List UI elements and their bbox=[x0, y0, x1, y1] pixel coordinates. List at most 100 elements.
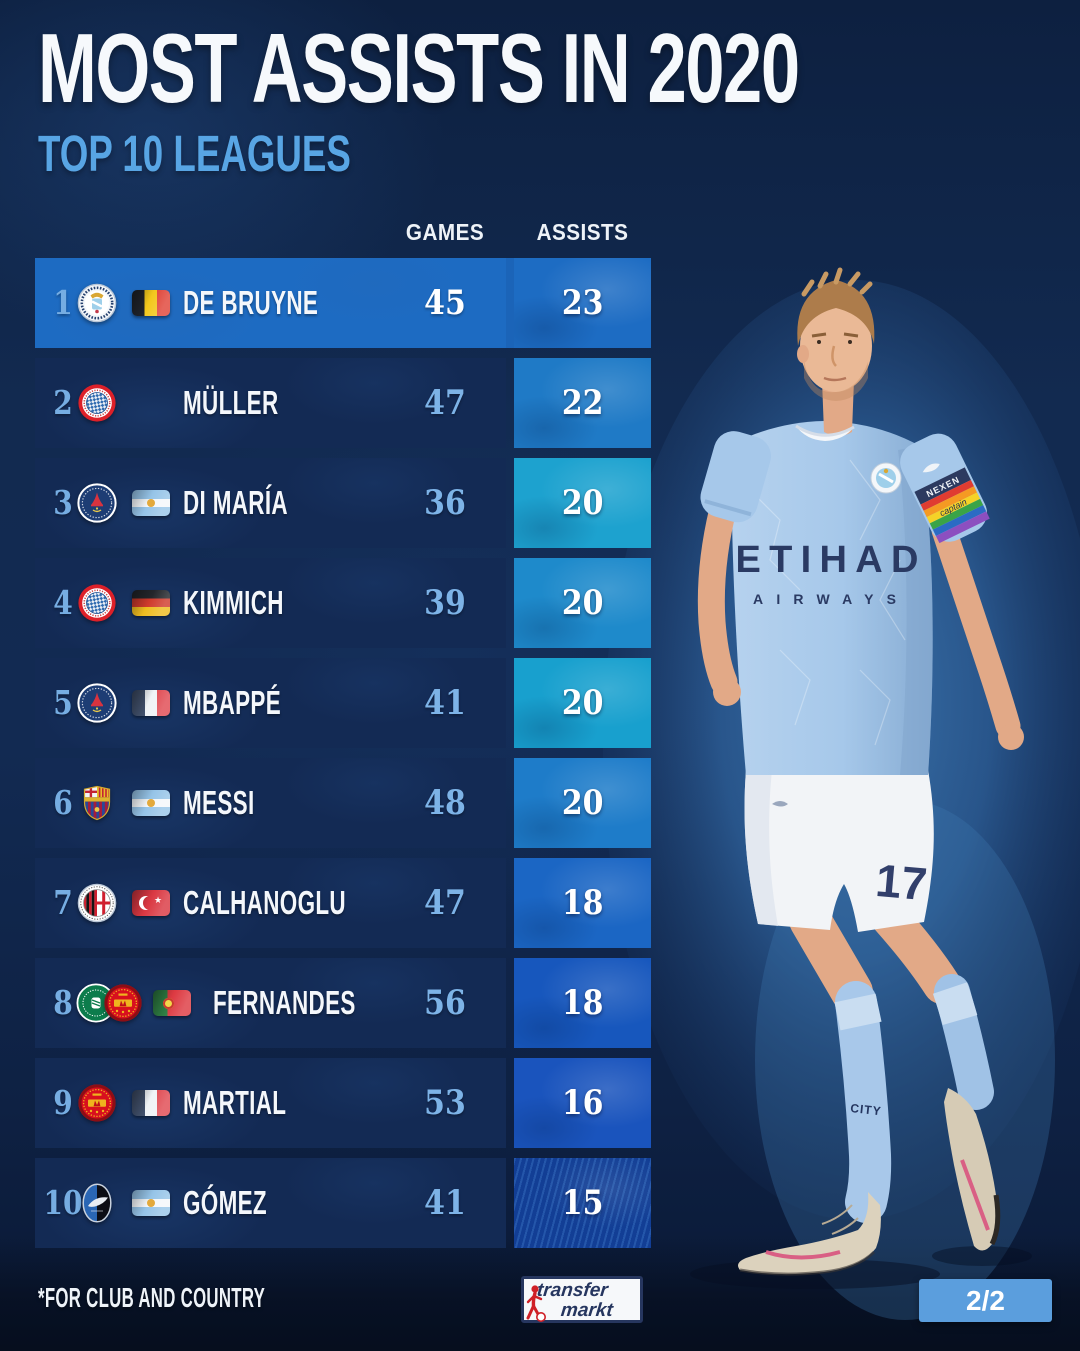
row-main-cell: 10 GÓMEZ 41 bbox=[35, 1158, 506, 1248]
player-name: CALHANOGLU bbox=[183, 884, 346, 921]
player-name: MARTIAL bbox=[183, 1084, 287, 1121]
player-name: MÜLLER bbox=[183, 384, 279, 421]
logo-text-markt: markt bbox=[559, 1300, 614, 1321]
row-main-cell: 5 MBAPPÉ 41 bbox=[35, 658, 506, 748]
assists-cell: 16 bbox=[514, 1058, 651, 1148]
badge-bayern-munich-icon bbox=[77, 583, 117, 623]
assists-value: 23 bbox=[561, 283, 604, 323]
assists-value: 18 bbox=[561, 883, 604, 923]
row-main-cell: 8 FERNANDES 56 bbox=[35, 958, 506, 1048]
flag-france-icon bbox=[132, 1090, 170, 1116]
mancity-chest-crest-icon bbox=[870, 462, 902, 494]
player-name: DI MARÍA bbox=[183, 484, 288, 521]
footnote: *FOR CLUB AND COUNTRY bbox=[38, 1282, 266, 1313]
player-name: DE BRUYNE bbox=[183, 284, 319, 321]
games-value: 41 bbox=[424, 683, 466, 723]
flag-argentina-icon bbox=[132, 1190, 170, 1216]
captain-armband: NEXEN captain bbox=[900, 433, 990, 544]
assists-cell: 20 bbox=[514, 658, 651, 748]
page-title: MOST ASSISTS IN 2020 bbox=[38, 13, 800, 123]
flag-argentina-icon bbox=[132, 490, 170, 516]
sock bbox=[835, 981, 892, 1223]
assists-cell: 18 bbox=[514, 958, 651, 1048]
badge-fc-barcelona-icon bbox=[77, 783, 117, 823]
player-photo-kevin-de-bruyne: CITY 17 ETIHAD AIRWAYS bbox=[600, 230, 1080, 1351]
table-row-mbappe: 5 MBAPPÉ 41 20 bbox=[35, 658, 651, 748]
rank-value: 4 bbox=[53, 583, 73, 622]
assists-cell: 20 bbox=[514, 458, 651, 548]
assists-cell: 15 bbox=[514, 1158, 651, 1248]
assists-cell: 22 bbox=[514, 358, 651, 448]
rank-value: 7 bbox=[53, 883, 73, 922]
assists-value: 22 bbox=[561, 383, 604, 423]
sock-text: CITY bbox=[850, 1101, 883, 1118]
badge-psg-icon bbox=[77, 683, 117, 723]
assists-cell: 20 bbox=[514, 758, 651, 848]
transfermarkt-figure-icon bbox=[526, 1285, 546, 1322]
player-hair bbox=[797, 280, 875, 346]
assists-value: 20 bbox=[561, 683, 604, 723]
table-row-fernandes: 8 FERNANDES 56 18 bbox=[35, 958, 651, 1048]
games-value: 53 bbox=[424, 1083, 466, 1123]
transfermarkt-logo: transfer markt bbox=[521, 1276, 643, 1323]
assists-value: 15 bbox=[561, 1183, 604, 1223]
rank-value: 6 bbox=[53, 783, 73, 822]
games-value: 47 bbox=[424, 383, 466, 423]
row-main-cell: 7 CALHANOGLU 47 bbox=[35, 858, 506, 948]
badge-bayern-munich-icon bbox=[77, 383, 117, 423]
rank-value: 2 bbox=[53, 383, 73, 422]
games-value: 41 bbox=[424, 1183, 466, 1223]
rank-value: 3 bbox=[53, 483, 73, 522]
rank-value: 9 bbox=[53, 1083, 73, 1122]
player-name: MESSI bbox=[183, 784, 255, 821]
assists-value: 20 bbox=[561, 483, 604, 523]
rear-boot bbox=[944, 1088, 998, 1251]
shorts bbox=[744, 770, 934, 932]
assists-value: 20 bbox=[561, 583, 604, 623]
flag-argentina-icon bbox=[132, 790, 170, 816]
flag-turkey-icon bbox=[132, 890, 170, 916]
page-indicator-badge: 2/2 bbox=[919, 1279, 1052, 1322]
badge-ac-milan-icon bbox=[77, 883, 117, 923]
flag-france-icon bbox=[132, 690, 170, 716]
flag-germany-icon bbox=[132, 590, 170, 616]
column-header-assists: ASSISTS bbox=[536, 219, 629, 245]
page-subtitle: TOP 10 LEAGUES bbox=[38, 125, 351, 182]
table-row-de-bruyne: 1 DE BRUYNE 45 23 bbox=[35, 258, 651, 348]
badge-psg-icon bbox=[77, 483, 117, 523]
games-value: 39 bbox=[424, 583, 466, 623]
flag-belgium-icon bbox=[132, 290, 170, 316]
assists-cell: 20 bbox=[514, 558, 651, 648]
assists-cell: 23 bbox=[514, 258, 651, 348]
row-main-cell: 1 DE BRUYNE 45 bbox=[35, 258, 506, 348]
player-face bbox=[800, 300, 872, 392]
games-value: 47 bbox=[424, 883, 466, 923]
rank-value: 10 bbox=[43, 1183, 83, 1222]
games-value: 48 bbox=[424, 783, 466, 823]
table-row-kimmich: 4 KIMMICH 39 20 bbox=[35, 558, 651, 648]
assists-value: 20 bbox=[561, 783, 604, 823]
table-row-martial: 9 MARTIAL 53 16 bbox=[35, 1058, 651, 1148]
player-name: KIMMICH bbox=[183, 584, 284, 621]
table-row-di-maria: 3 DI MARÍA 36 20 bbox=[35, 458, 651, 548]
row-main-cell: 9 MARTIAL 53 bbox=[35, 1058, 506, 1148]
badge-manchester-united-icon bbox=[77, 1083, 117, 1123]
assists-value: 16 bbox=[561, 1083, 604, 1123]
assists-value: 18 bbox=[561, 983, 604, 1023]
badge-manchester-united-icon bbox=[103, 983, 143, 1023]
table-row-calhanoglu: 7 CALHANOGLU 47 18 bbox=[35, 858, 651, 948]
column-header-games: GAMES bbox=[405, 219, 485, 245]
player-name: GÓMEZ bbox=[183, 1184, 267, 1221]
row-main-cell: 4 KIMMICH 39 bbox=[35, 558, 506, 648]
assists-cell: 18 bbox=[514, 858, 651, 948]
player-name: FERNANDES bbox=[213, 984, 356, 1021]
rank-value: 5 bbox=[53, 683, 73, 722]
rank-value: 8 bbox=[53, 983, 73, 1022]
shorts-number: 17 bbox=[874, 854, 930, 910]
badge-atalanta-icon bbox=[77, 1183, 117, 1223]
page-indicator-text: 2/2 bbox=[966, 1284, 1005, 1316]
table-row-messi: 6 MESSI 48 20 bbox=[35, 758, 651, 848]
table-row-muller: 2 MÜLLER 47 22 bbox=[35, 358, 651, 448]
